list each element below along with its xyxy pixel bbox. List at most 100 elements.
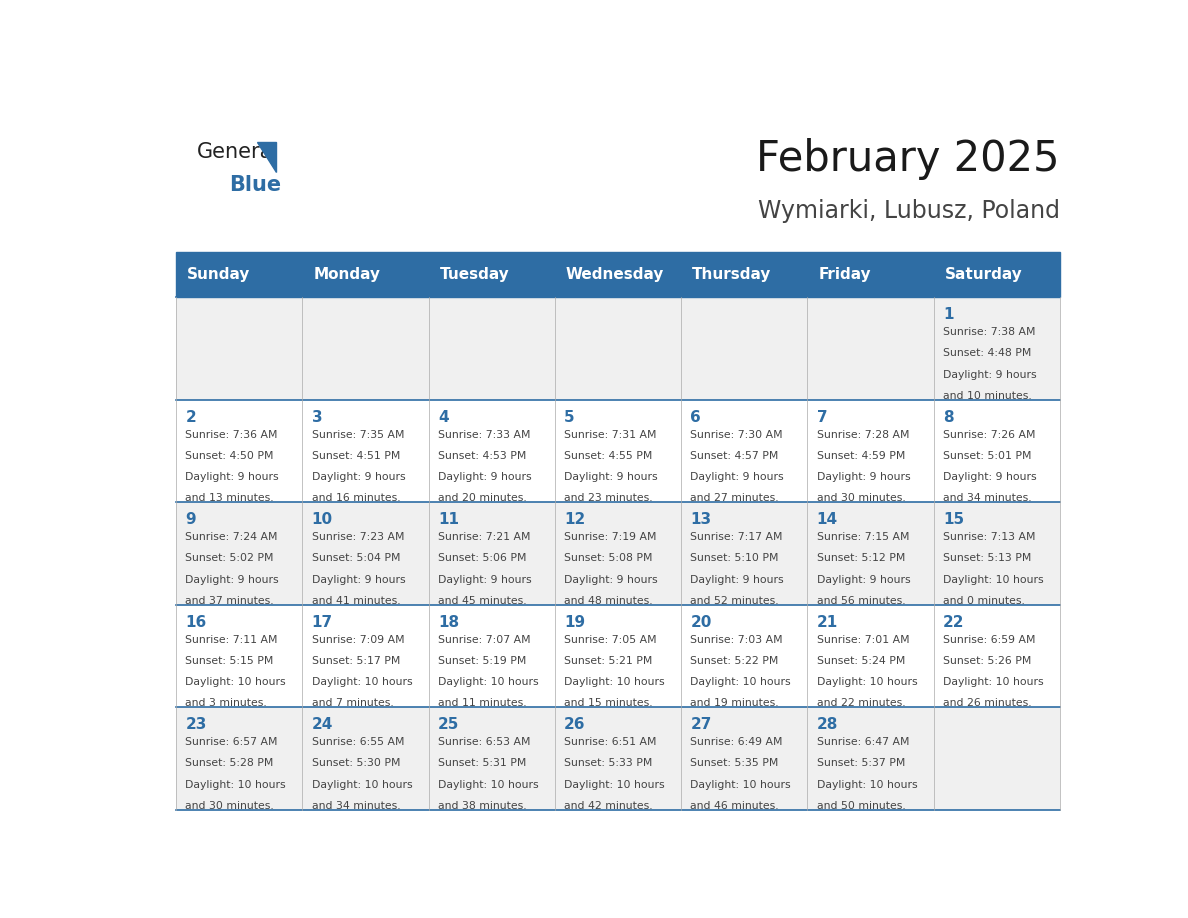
Text: Wymiarki, Lubusz, Poland: Wymiarki, Lubusz, Poland [758, 198, 1060, 222]
Text: Sunrise: 6:59 AM: Sunrise: 6:59 AM [943, 634, 1036, 644]
Text: Sunrise: 7:23 AM: Sunrise: 7:23 AM [311, 532, 404, 543]
Text: Sunset: 5:12 PM: Sunset: 5:12 PM [816, 554, 905, 564]
Text: Sunset: 5:01 PM: Sunset: 5:01 PM [943, 451, 1031, 461]
Text: Sunset: 5:17 PM: Sunset: 5:17 PM [311, 655, 400, 666]
Text: and 30 minutes.: and 30 minutes. [816, 493, 905, 503]
Text: Sunrise: 7:21 AM: Sunrise: 7:21 AM [438, 532, 530, 543]
Text: and 38 minutes.: and 38 minutes. [438, 800, 526, 811]
Text: Sunrise: 7:35 AM: Sunrise: 7:35 AM [311, 430, 404, 440]
Bar [934, 297, 1060, 400]
Text: 16: 16 [185, 615, 207, 630]
Text: Daylight: 9 hours: Daylight: 9 hours [311, 575, 405, 585]
Text: Sunrise: 7:19 AM: Sunrise: 7:19 AM [564, 532, 657, 543]
Text: and 34 minutes.: and 34 minutes. [311, 800, 400, 811]
Text: and 10 minutes.: and 10 minutes. [943, 391, 1031, 401]
Text: 21: 21 [816, 615, 838, 630]
Text: Sunrise: 7:09 AM: Sunrise: 7:09 AM [311, 634, 404, 644]
Text: Sunset: 5:10 PM: Sunset: 5:10 PM [690, 554, 779, 564]
Bar [429, 605, 555, 708]
Bar [681, 297, 808, 400]
Bar [808, 502, 934, 605]
Text: Sunset: 5:30 PM: Sunset: 5:30 PM [311, 758, 400, 768]
Text: Sunset: 5:21 PM: Sunset: 5:21 PM [564, 655, 652, 666]
Text: and 19 minutes.: and 19 minutes. [690, 699, 779, 709]
Text: Daylight: 9 hours: Daylight: 9 hours [311, 472, 405, 482]
Text: Sunrise: 7:17 AM: Sunrise: 7:17 AM [690, 532, 783, 543]
Text: Sunrise: 6:49 AM: Sunrise: 6:49 AM [690, 737, 783, 747]
Bar [303, 400, 429, 502]
Text: Tuesday: Tuesday [440, 267, 510, 282]
Text: Daylight: 9 hours: Daylight: 9 hours [690, 472, 784, 482]
Text: 2: 2 [185, 409, 196, 425]
Bar [934, 605, 1060, 708]
Bar [934, 708, 1060, 810]
Text: Sunrise: 6:55 AM: Sunrise: 6:55 AM [311, 737, 404, 747]
Text: Daylight: 10 hours: Daylight: 10 hours [690, 779, 791, 789]
Bar [681, 400, 808, 502]
Text: and 37 minutes.: and 37 minutes. [185, 596, 274, 606]
Text: Sunset: 4:55 PM: Sunset: 4:55 PM [564, 451, 652, 461]
Text: Sunrise: 7:11 AM: Sunrise: 7:11 AM [185, 634, 278, 644]
Text: Sunset: 4:57 PM: Sunset: 4:57 PM [690, 451, 779, 461]
Bar [808, 400, 934, 502]
Bar [176, 502, 303, 605]
Text: 24: 24 [311, 717, 333, 733]
Text: Sunset: 4:53 PM: Sunset: 4:53 PM [438, 451, 526, 461]
Text: 9: 9 [185, 512, 196, 527]
Text: and 26 minutes.: and 26 minutes. [943, 699, 1031, 709]
Text: Sunset: 5:37 PM: Sunset: 5:37 PM [816, 758, 905, 768]
Text: and 34 minutes.: and 34 minutes. [943, 493, 1031, 503]
Text: February 2025: February 2025 [757, 139, 1060, 181]
Bar [681, 502, 808, 605]
Text: 7: 7 [816, 409, 827, 425]
Text: Sunset: 5:19 PM: Sunset: 5:19 PM [438, 655, 526, 666]
Bar [555, 400, 681, 502]
Text: Sunset: 5:08 PM: Sunset: 5:08 PM [564, 554, 652, 564]
Text: Sunset: 4:51 PM: Sunset: 4:51 PM [311, 451, 400, 461]
Text: and 46 minutes.: and 46 minutes. [690, 800, 779, 811]
Text: Sunset: 4:48 PM: Sunset: 4:48 PM [943, 348, 1031, 358]
Text: Daylight: 9 hours: Daylight: 9 hours [185, 472, 279, 482]
Text: Sunrise: 7:03 AM: Sunrise: 7:03 AM [690, 634, 783, 644]
Text: Sunrise: 7:36 AM: Sunrise: 7:36 AM [185, 430, 278, 440]
Bar [303, 297, 429, 400]
Bar [429, 708, 555, 810]
Text: Daylight: 10 hours: Daylight: 10 hours [185, 677, 286, 687]
Text: and 56 minutes.: and 56 minutes. [816, 596, 905, 606]
Text: Sunset: 5:06 PM: Sunset: 5:06 PM [438, 554, 526, 564]
Text: 5: 5 [564, 409, 575, 425]
Text: and 52 minutes.: and 52 minutes. [690, 596, 779, 606]
Text: 8: 8 [943, 409, 954, 425]
Text: Sunrise: 7:07 AM: Sunrise: 7:07 AM [438, 634, 531, 644]
Text: Sunrise: 7:01 AM: Sunrise: 7:01 AM [816, 634, 909, 644]
Text: and 42 minutes.: and 42 minutes. [564, 800, 652, 811]
Text: Daylight: 9 hours: Daylight: 9 hours [690, 575, 784, 585]
Bar [808, 708, 934, 810]
Bar [303, 708, 429, 810]
Text: Daylight: 10 hours: Daylight: 10 hours [311, 677, 412, 687]
Text: 25: 25 [438, 717, 460, 733]
Bar [429, 502, 555, 605]
Text: Sunset: 4:59 PM: Sunset: 4:59 PM [816, 451, 905, 461]
Text: Sunrise: 7:13 AM: Sunrise: 7:13 AM [943, 532, 1036, 543]
Text: Sunrise: 7:31 AM: Sunrise: 7:31 AM [564, 430, 657, 440]
Text: and 20 minutes.: and 20 minutes. [438, 493, 526, 503]
Bar [176, 708, 303, 810]
Text: Daylight: 10 hours: Daylight: 10 hours [816, 677, 917, 687]
Bar [808, 297, 934, 400]
Bar [429, 297, 555, 400]
Text: 26: 26 [564, 717, 586, 733]
Bar [808, 605, 934, 708]
Text: Daylight: 9 hours: Daylight: 9 hours [943, 370, 1037, 379]
Text: 23: 23 [185, 717, 207, 733]
Text: 22: 22 [943, 615, 965, 630]
Text: and 50 minutes.: and 50 minutes. [816, 800, 905, 811]
Text: Daylight: 9 hours: Daylight: 9 hours [816, 472, 910, 482]
Text: 10: 10 [311, 512, 333, 527]
Text: Daylight: 9 hours: Daylight: 9 hours [943, 472, 1037, 482]
Text: Sunrise: 6:51 AM: Sunrise: 6:51 AM [564, 737, 657, 747]
Text: Daylight: 10 hours: Daylight: 10 hours [943, 575, 1043, 585]
Text: Sunset: 5:26 PM: Sunset: 5:26 PM [943, 655, 1031, 666]
Text: Sunrise: 7:24 AM: Sunrise: 7:24 AM [185, 532, 278, 543]
Text: and 27 minutes.: and 27 minutes. [690, 493, 779, 503]
